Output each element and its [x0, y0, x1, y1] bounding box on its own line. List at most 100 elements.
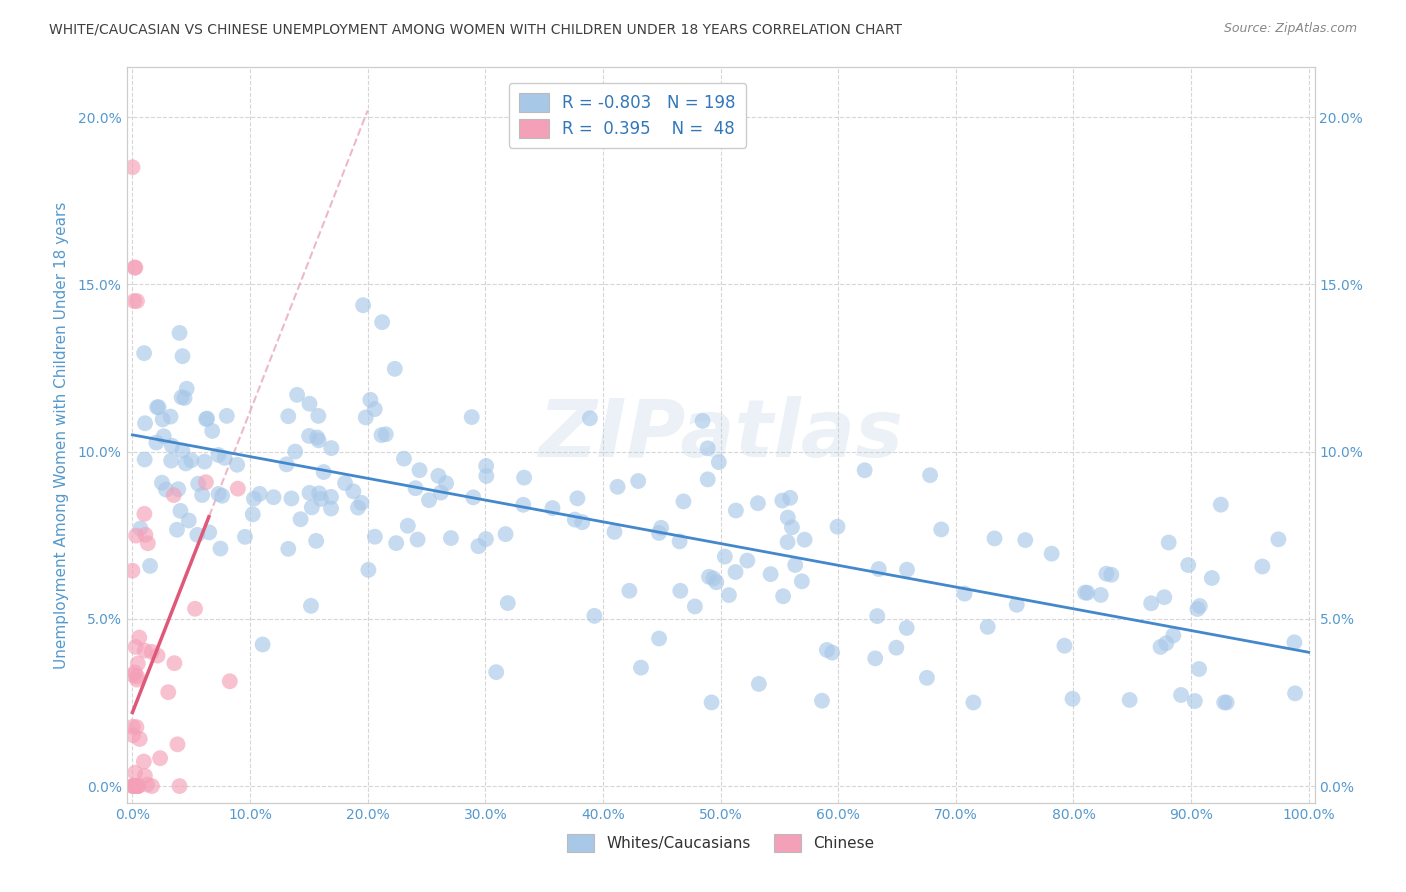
Point	[495, 527, 517, 541]
Point	[1149, 640, 1171, 654]
Point	[214, 450, 236, 465]
Point	[418, 493, 440, 508]
Point	[207, 448, 229, 462]
Point	[461, 410, 484, 425]
Point	[915, 671, 938, 685]
Point	[1118, 693, 1140, 707]
Point	[475, 532, 498, 546]
Point	[884, 640, 907, 655]
Point	[929, 523, 952, 537]
Point	[280, 491, 302, 506]
Point	[129, 521, 152, 535]
Point	[983, 532, 1005, 546]
Point	[920, 468, 942, 483]
Point	[392, 451, 415, 466]
Point	[603, 524, 626, 539]
Point	[124, 260, 146, 275]
Point	[359, 392, 381, 407]
Point	[606, 480, 628, 494]
Point	[793, 533, 815, 547]
Point	[124, 765, 146, 780]
Point	[541, 501, 564, 516]
Point	[141, 779, 163, 793]
Point	[201, 424, 224, 438]
Point	[215, 409, 238, 423]
Point	[463, 491, 485, 505]
Point	[776, 510, 799, 524]
Point	[853, 463, 876, 477]
Point	[785, 558, 807, 572]
Point	[276, 458, 298, 472]
Point	[173, 391, 195, 405]
Point	[630, 660, 652, 674]
Point	[627, 474, 650, 488]
Point	[169, 504, 191, 518]
Point	[364, 402, 387, 417]
Point	[1177, 558, 1199, 572]
Point	[648, 525, 671, 540]
Point	[307, 430, 329, 444]
Point	[1005, 598, 1028, 612]
Point	[962, 696, 984, 710]
Point	[134, 346, 156, 360]
Point	[139, 558, 162, 573]
Point	[780, 520, 803, 534]
Point	[125, 528, 148, 542]
Point	[298, 429, 321, 443]
Point	[207, 487, 229, 501]
Point	[263, 490, 285, 504]
Point	[815, 643, 838, 657]
Point	[211, 489, 233, 503]
Point	[121, 720, 143, 734]
Point	[350, 496, 373, 510]
Point	[284, 444, 307, 458]
Point	[122, 779, 145, 793]
Point	[124, 260, 146, 275]
Point	[747, 496, 769, 510]
Point	[702, 571, 724, 585]
Point	[290, 512, 312, 526]
Point	[1215, 696, 1237, 710]
Point	[811, 694, 834, 708]
Point	[1188, 662, 1211, 676]
Point	[790, 574, 813, 589]
Point	[226, 458, 249, 472]
Point	[321, 441, 343, 455]
Point	[700, 696, 723, 710]
Point	[953, 587, 976, 601]
Point	[571, 515, 593, 529]
Point	[166, 523, 188, 537]
Point	[496, 596, 519, 610]
Point	[134, 528, 156, 542]
Point	[285, 388, 308, 402]
Point	[122, 779, 145, 793]
Point	[159, 409, 181, 424]
Point	[405, 481, 427, 495]
Point	[146, 401, 169, 415]
Point	[776, 535, 799, 549]
Point	[704, 575, 727, 590]
Point	[127, 657, 149, 671]
Point	[1184, 694, 1206, 708]
Point	[298, 486, 321, 500]
Point	[121, 779, 143, 793]
Point	[132, 755, 155, 769]
Point	[1154, 636, 1177, 650]
Point	[249, 487, 271, 501]
Point	[697, 570, 720, 584]
Point	[385, 536, 408, 550]
Point	[1076, 586, 1098, 600]
Point	[707, 455, 730, 469]
Point	[364, 530, 387, 544]
Point	[827, 519, 849, 533]
Point	[896, 621, 918, 635]
Point	[396, 518, 419, 533]
Point	[242, 508, 264, 522]
Point	[714, 549, 737, 564]
Point	[134, 452, 156, 467]
Point	[155, 483, 177, 497]
Point	[475, 469, 498, 483]
Point	[180, 453, 202, 467]
Point	[669, 583, 692, 598]
Point	[198, 525, 221, 540]
